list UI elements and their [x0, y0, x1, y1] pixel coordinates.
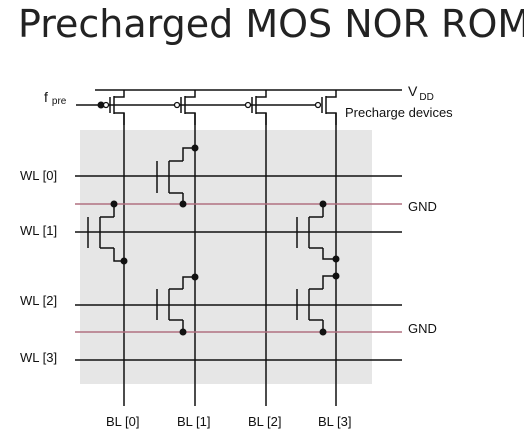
precharge-gate-bubbles [102, 101, 322, 109]
nmos-wl2-bl3 [296, 275, 336, 332]
word-line-label-0: WL [0] [20, 168, 57, 183]
bit-line-label-3: BL [3] [318, 414, 351, 429]
fpre-terminal [97, 101, 105, 109]
bit-line-label-1: BL [1] [177, 414, 210, 429]
nmos-wl0-bl1 [156, 147, 195, 204]
bit-line-label-0: BL [0] [106, 414, 139, 429]
fpre-label: f pre [44, 89, 67, 107]
junction-dots [110, 144, 340, 336]
word-line-label-3: WL [3] [20, 350, 57, 365]
precharge-transistors [109, 90, 337, 125]
gnd-label-bottom: GND [408, 321, 437, 336]
slide-title: Precharged MOS NOR ROM [18, 2, 524, 46]
nmos-wl2-bl1 [156, 276, 195, 332]
nmos-wl1-bl3 [296, 204, 336, 260]
word-line-label-1: WL [1] [20, 223, 57, 238]
precharge-devices-label: Precharge devices [345, 105, 453, 120]
gnd-label-top: GND [408, 199, 437, 214]
bit-line-label-2: BL [2] [248, 414, 281, 429]
word-line-label-2: WL [2] [20, 293, 57, 308]
vdd-label: V DD [408, 83, 434, 103]
